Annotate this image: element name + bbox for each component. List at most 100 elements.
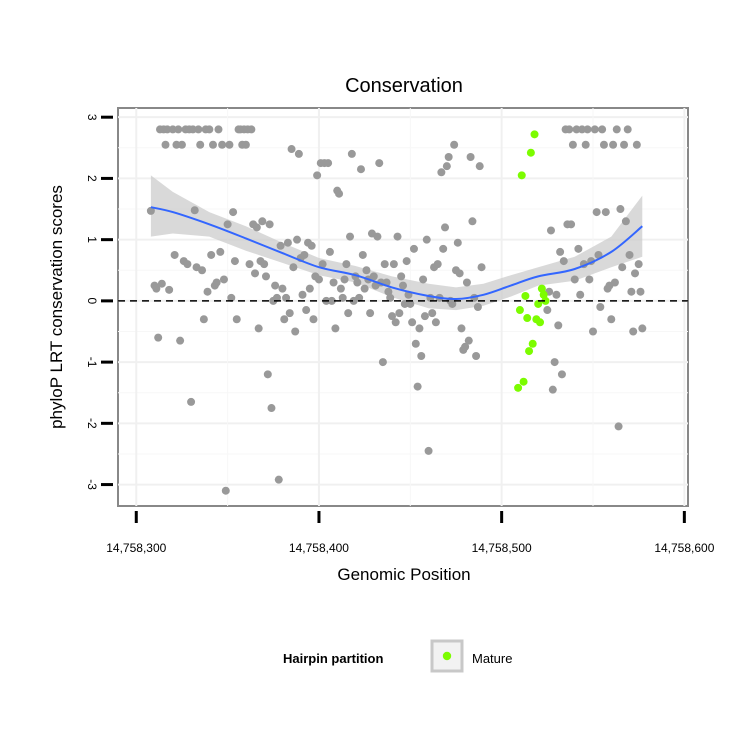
data-point-mature	[541, 296, 550, 305]
data-point	[623, 125, 632, 134]
data-point	[450, 140, 459, 149]
data-point-mature	[530, 130, 539, 139]
data-point	[294, 149, 303, 158]
y-tick-label: 2	[85, 175, 99, 182]
data-point	[276, 241, 285, 250]
data-point	[472, 351, 481, 360]
data-points	[146, 125, 647, 495]
data-point	[154, 333, 163, 342]
data-point	[307, 241, 316, 250]
data-point	[393, 232, 402, 241]
data-point	[274, 475, 283, 484]
data-point	[402, 257, 411, 266]
data-point	[152, 284, 161, 293]
data-point	[324, 159, 333, 168]
data-point	[199, 315, 208, 324]
data-point	[464, 336, 473, 345]
data-point	[340, 275, 349, 284]
data-point	[638, 324, 647, 333]
data-point	[581, 140, 590, 149]
data-point	[475, 162, 484, 171]
data-point-mature	[517, 171, 526, 180]
data-point	[625, 250, 634, 259]
data-point	[338, 293, 347, 302]
data-point	[384, 287, 393, 296]
data-point	[272, 293, 281, 302]
data-point	[163, 125, 172, 134]
data-point	[188, 125, 197, 134]
data-point	[225, 140, 234, 149]
data-point	[358, 250, 367, 259]
data-point	[305, 284, 314, 293]
data-point	[194, 125, 203, 134]
data-point	[378, 358, 387, 367]
data-point	[325, 247, 334, 256]
data-point	[462, 278, 471, 287]
data-point	[552, 290, 561, 299]
data-point	[353, 278, 362, 287]
data-point-mature	[514, 383, 523, 392]
y-tick-label: 1	[85, 236, 99, 243]
data-point	[300, 250, 309, 259]
data-point	[589, 327, 597, 336]
data-point	[455, 269, 464, 278]
data-point	[431, 318, 440, 327]
data-point	[369, 272, 378, 281]
data-point-mature	[523, 314, 532, 323]
data-point-mature	[515, 306, 524, 315]
data-point	[590, 125, 599, 134]
data-point	[209, 140, 217, 149]
data-point	[298, 290, 307, 299]
data-point	[468, 217, 477, 226]
data-point	[442, 162, 451, 171]
data-point	[557, 370, 566, 379]
chart-title: Conservation	[345, 75, 463, 97]
data-point	[594, 250, 603, 259]
data-point	[260, 260, 269, 269]
data-point	[415, 324, 424, 333]
data-point	[289, 263, 298, 272]
data-point	[473, 303, 482, 311]
data-point	[187, 397, 196, 406]
data-point	[389, 260, 398, 269]
data-point	[346, 232, 355, 241]
data-point	[375, 159, 384, 168]
data-point	[302, 306, 311, 315]
data-point	[461, 342, 470, 351]
confidence-band-area	[150, 175, 643, 311]
data-point	[219, 275, 228, 284]
data-point	[457, 324, 466, 333]
x-axis-title: Genomic Position	[337, 565, 470, 584]
data-point	[614, 422, 623, 431]
data-point	[176, 336, 185, 345]
data-point-mature	[528, 339, 537, 348]
data-point	[391, 318, 400, 327]
x-tick-label: 14,758,600	[654, 541, 714, 555]
x-tick-label: 14,758,300	[106, 541, 166, 555]
data-point	[395, 309, 404, 318]
data-point	[271, 281, 280, 290]
confidence-band	[150, 175, 643, 311]
data-point-mature	[534, 299, 543, 308]
data-point	[636, 287, 645, 296]
data-point	[198, 266, 207, 275]
data-point	[576, 290, 585, 299]
data-point-mature	[526, 148, 535, 157]
data-point	[227, 293, 236, 302]
data-point-mature	[536, 318, 545, 327]
data-point	[433, 260, 442, 269]
smooth-line	[150, 206, 643, 301]
data-point	[205, 125, 214, 134]
data-point	[254, 324, 263, 333]
smooth-line-path	[150, 206, 643, 301]
data-point	[287, 145, 296, 154]
data-point	[607, 315, 616, 324]
data-point	[409, 244, 418, 253]
data-point	[245, 260, 254, 269]
data-point	[466, 152, 475, 161]
data-point	[177, 140, 186, 149]
data-point-mature	[539, 290, 548, 299]
data-point	[592, 208, 601, 217]
data-point	[229, 208, 238, 217]
